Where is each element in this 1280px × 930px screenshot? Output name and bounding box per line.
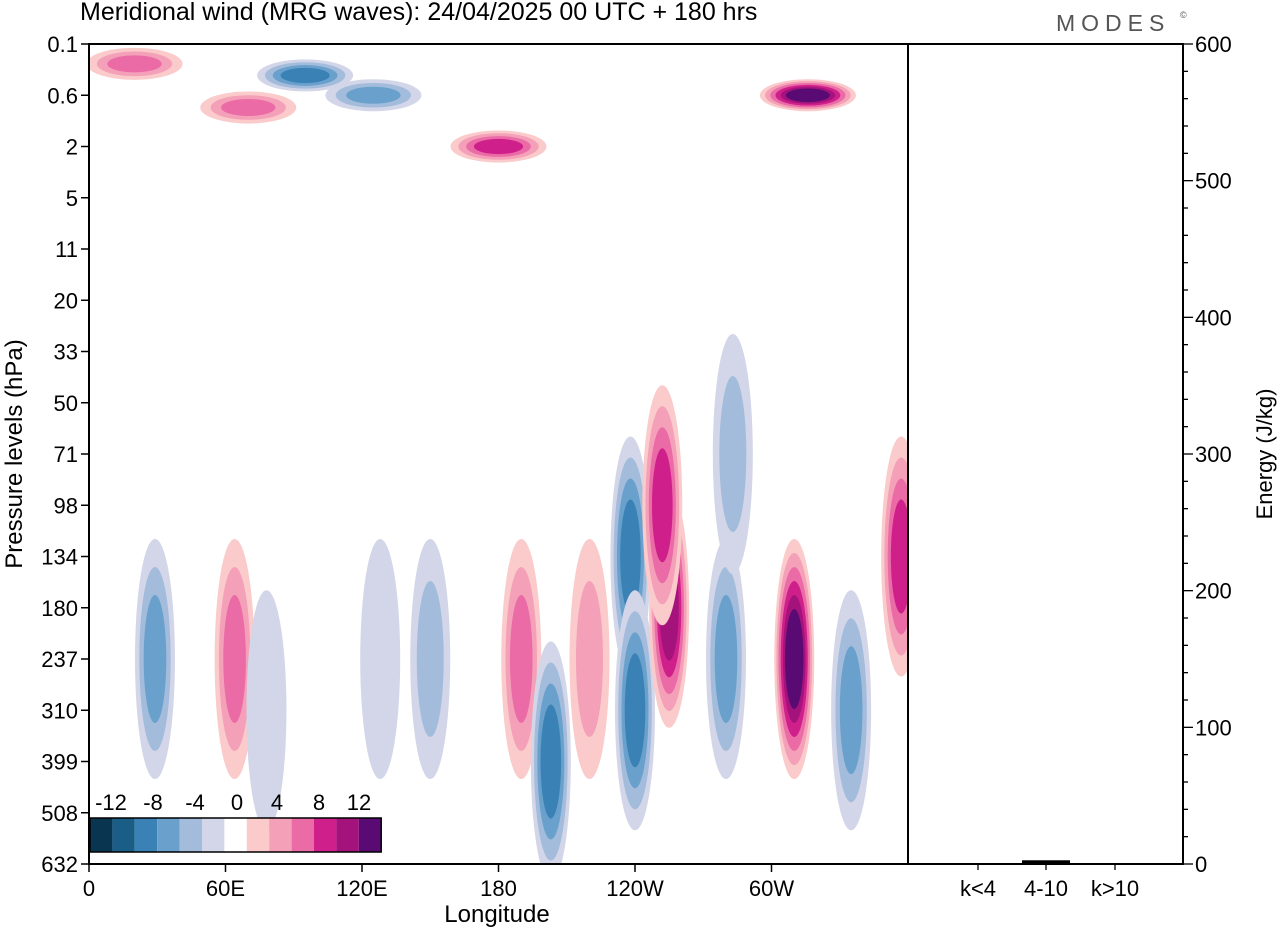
contour-blob-14-level-6 <box>785 609 804 709</box>
y-tick-label: 20 <box>54 288 78 313</box>
x-tick-label: 0 <box>83 876 95 901</box>
colorbar-swatch <box>134 818 158 852</box>
brand-copyright-mark: © <box>1180 10 1187 20</box>
colorbar-swatch <box>291 818 314 852</box>
y-tick-label: 632 <box>41 852 78 877</box>
energy-tick-label: 100 <box>1195 715 1232 740</box>
energy-tick-label: 400 <box>1195 305 1232 330</box>
contour-blob-22-level-3 <box>107 55 162 73</box>
pressure-axis: 0.1 0.6 2 5 11 20 33 50 71 98 134 180 237 310 399 508 63… <box>41 32 89 877</box>
y-tick-label: 180 <box>41 596 78 621</box>
colorbar-swatch <box>314 818 337 852</box>
colorbar-swatch <box>90 818 113 852</box>
contour-blob-15-level-3 <box>839 646 863 775</box>
x-tick-label: 120W <box>606 876 664 901</box>
energy-category-label: k>10 <box>1091 876 1139 901</box>
contour-blob-1-level-3 <box>223 595 246 723</box>
colorbar-label: -8 <box>143 790 163 815</box>
contour-blob-9-level-4 <box>624 653 646 768</box>
x-axis-title: Longitude <box>444 901 549 928</box>
energy-bar-4-10 <box>1022 860 1070 864</box>
contour-blob-6-level-4 <box>540 704 562 819</box>
colorbar-swatch <box>157 818 180 852</box>
x-tick-label: 60W <box>749 876 794 901</box>
colorbar-swatch <box>336 818 359 852</box>
y-tick-label: 5 <box>66 186 78 211</box>
contour-blob-4-level-2 <box>416 581 444 737</box>
y-tick-label: 11 <box>55 237 78 262</box>
y-tick-label: 0.6 <box>47 83 78 108</box>
colorbar-swatch <box>224 818 247 852</box>
colorbar-label: 4 <box>271 790 283 815</box>
energy-tick-label: 300 <box>1195 442 1232 467</box>
colorbar-frame <box>89 817 382 853</box>
contour-blob-12-level-3 <box>714 595 738 723</box>
longitude-axis: 0 60E 120E 180 120W 60W <box>83 864 794 901</box>
y-tick-label: 2 <box>66 135 78 160</box>
colorbar-swatch <box>202 818 225 852</box>
y-tick-label: 0.1 <box>47 32 78 57</box>
energy-category-label: k<4 <box>960 876 996 901</box>
y-tick-label: 399 <box>41 750 78 775</box>
colorbar: -12 -8 -4 0 4 8 12 <box>89 790 382 853</box>
contour-blob-21-level-3 <box>221 98 276 116</box>
y-tick-label: 310 <box>41 698 78 723</box>
energy-axis-title: Energy (J/kg) <box>1252 389 1277 520</box>
colorbar-swatch <box>112 818 135 852</box>
colorbar-swatch <box>179 818 202 852</box>
x-tick-label: 60E <box>206 876 245 901</box>
contour-blob-2-level-1 <box>246 590 287 831</box>
y-tick-label: 237 <box>41 647 78 672</box>
energy-tick-label: 500 <box>1195 169 1232 194</box>
contour-blob-17-level-6 <box>785 88 830 102</box>
y-tick-label: 508 <box>41 801 78 826</box>
energy-bar-k>10 <box>1091 863 1139 865</box>
chart-title: Meridional wind (MRG waves): 24/04/2025 … <box>80 0 758 26</box>
colorbar-label: 12 <box>347 790 371 815</box>
energy-axis: 0 100 200 300 400 500 600 <box>1183 32 1232 877</box>
colorbar-swatch <box>269 818 292 852</box>
contour-blob-11-level-4 <box>652 448 673 563</box>
colorbar-label: -4 <box>185 790 205 815</box>
energy-categories: k<4 4-10 k>10 <box>960 864 1139 901</box>
contour-blob-5-level-3 <box>509 595 533 723</box>
y-tick-label: 134 <box>41 545 78 570</box>
x-tick-label: 180 <box>480 876 517 901</box>
wind-contour-field <box>89 47 908 864</box>
colorbar-label: 8 <box>313 790 325 815</box>
energy-panel-frame <box>907 43 1184 865</box>
contour-blob-13-level-2 <box>719 376 747 532</box>
brand-logo: MODES <box>1056 10 1171 36</box>
colorbar-label: 0 <box>231 790 243 815</box>
energy-tick-label: 600 <box>1195 32 1232 57</box>
contour-blob-20-level-4 <box>473 138 524 155</box>
colorbar-label: -12 <box>95 790 127 815</box>
y-tick-label: 50 <box>54 391 78 416</box>
contour-blob-0-level-3 <box>143 595 167 723</box>
colorbar-swatch <box>358 818 382 852</box>
contour-blob-18-level-4 <box>280 67 330 84</box>
y-axis-title: Pressure levels (hPa) <box>1 339 28 568</box>
contour-blob-16-level-4 <box>890 499 908 614</box>
energy-tick-label: 0 <box>1195 852 1207 877</box>
contour-blob-3-level-1 <box>360 539 401 779</box>
energy-tick-label: 200 <box>1195 579 1232 604</box>
energy-bar-k<4 <box>954 863 1002 865</box>
energy-bars <box>954 860 1139 865</box>
contour-blob-8-level-4 <box>620 499 641 614</box>
x-tick-label: 120E <box>336 876 387 901</box>
y-tick-label: 71 <box>54 442 78 467</box>
y-tick-label: 98 <box>54 493 78 518</box>
colorbar-swatch <box>246 818 270 852</box>
energy-category-label: 4-10 <box>1024 876 1068 901</box>
contour-blob-19-level-3 <box>346 86 401 104</box>
y-tick-label: 33 <box>54 340 78 365</box>
contour-blob-7-level-2 <box>576 581 603 737</box>
